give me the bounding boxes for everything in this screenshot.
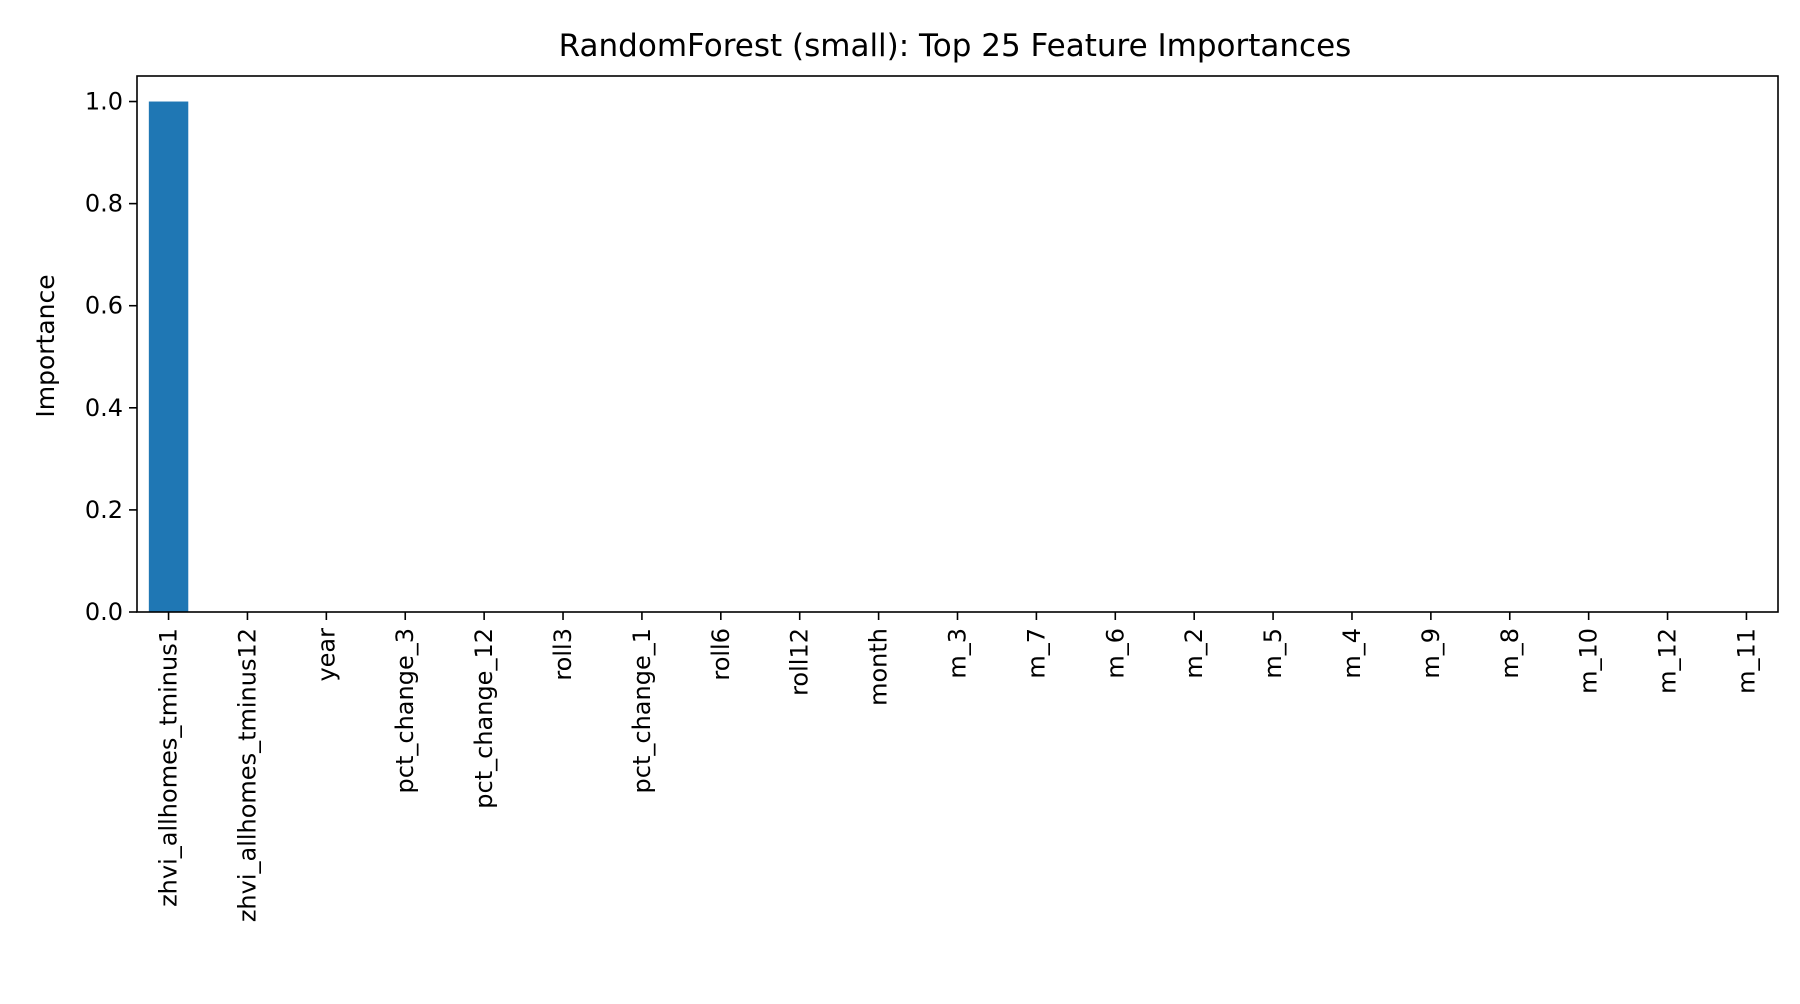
bar-zhvi_allhomes_tminus1 (148, 101, 189, 613)
y-tick-label: 0.6 (85, 292, 123, 320)
x-tick-label: pct_change_12 (470, 628, 498, 809)
y-tick-label: 0.8 (85, 190, 123, 218)
x-tick-label: zhvi_allhomes_tminus1 (155, 628, 183, 907)
x-tick-label: m_7 (1022, 628, 1050, 679)
x-tick-label: m_12 (1654, 628, 1682, 694)
x-tick-label: roll6 (707, 628, 735, 681)
chart-title: RandomForest (small): Top 25 Feature Imp… (559, 28, 1352, 64)
x-tick-label: roll3 (549, 628, 577, 681)
y-tick-label: 0.4 (85, 394, 123, 422)
x-tick-label: m_4 (1338, 628, 1366, 679)
y-axis-label: Importance (31, 274, 60, 417)
bars-layer (148, 101, 189, 613)
x-tick-label: zhvi_allhomes_tminus12 (233, 628, 261, 922)
plot-frame (136, 75, 1779, 613)
x-tick-label: m_2 (1180, 628, 1208, 679)
x-tick-label: m_3 (944, 628, 972, 679)
x-tick-label: roll12 (786, 628, 814, 696)
x-tick-label: year (312, 628, 340, 682)
x-axis-ticks: zhvi_allhomes_tminus1 zhvi_allhomes_tminu… (155, 612, 1760, 922)
y-tick-label: 1.0 (85, 88, 123, 116)
x-tick-label: month (865, 628, 893, 706)
x-tick-label: m_9 (1417, 628, 1445, 679)
y-tick-label: 0.2 (85, 496, 123, 524)
x-tick-label: m_6 (1101, 628, 1129, 679)
x-tick-label: m_10 (1575, 628, 1603, 694)
x-tick-label: pct_change_1 (628, 628, 656, 793)
x-tick-label: m_5 (1259, 628, 1287, 679)
x-tick-label: m_8 (1496, 628, 1524, 679)
y-tick-label: 0.0 (85, 598, 123, 626)
y-axis-ticks: 0.0 0.2 0.4 0.6 0.8 1.0 (85, 88, 137, 626)
x-tick-label: m_11 (1732, 628, 1760, 694)
x-tick-label: pct_change_3 (391, 628, 419, 793)
